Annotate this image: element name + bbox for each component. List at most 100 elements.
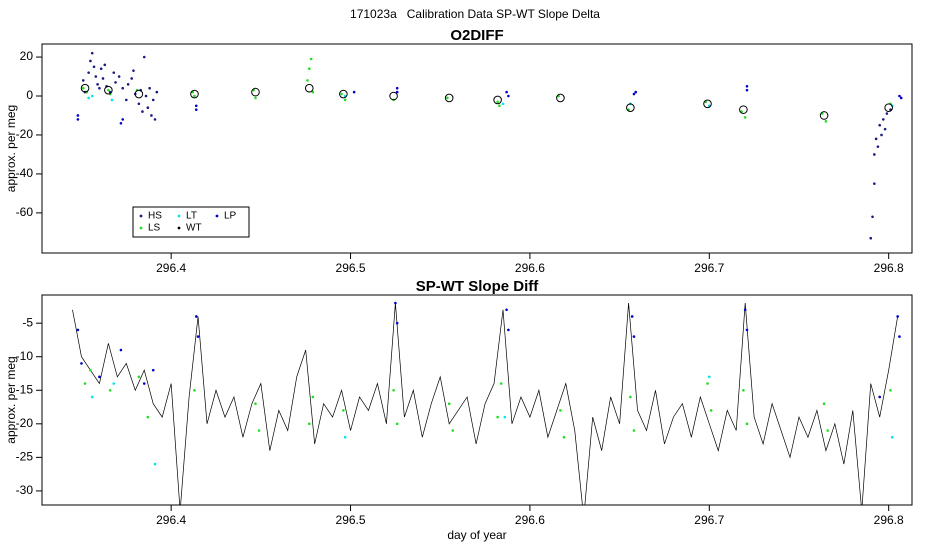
data-point xyxy=(869,236,873,240)
data-point xyxy=(311,90,315,94)
data-point xyxy=(83,382,87,385)
data-point xyxy=(307,422,311,426)
data-point xyxy=(110,98,114,102)
data-point xyxy=(150,114,153,117)
y-tick-label: -30 xyxy=(16,483,34,497)
data-point xyxy=(498,104,501,108)
data-point xyxy=(632,335,636,338)
data-point xyxy=(151,368,155,372)
data-point xyxy=(562,435,566,439)
data-point xyxy=(873,182,876,185)
legend-marker xyxy=(177,214,181,218)
data-point xyxy=(630,315,634,318)
data-point xyxy=(112,71,116,74)
data-point xyxy=(80,83,90,93)
y-axis-label: approx. per meg xyxy=(4,356,18,443)
data-point xyxy=(155,90,159,94)
legend-label: WT xyxy=(186,223,202,234)
legend-label: LP xyxy=(224,211,237,222)
data-point xyxy=(451,429,455,432)
data-point xyxy=(81,86,85,90)
data-point xyxy=(134,89,144,99)
data-point xyxy=(114,81,117,84)
x-tick-label: 296.4 xyxy=(156,513,186,527)
data-point xyxy=(121,86,125,90)
data-point xyxy=(343,435,347,439)
data-point xyxy=(87,96,90,100)
data-point xyxy=(193,388,196,392)
data-point xyxy=(632,429,636,432)
data-point xyxy=(507,94,510,98)
legend-box xyxy=(132,206,250,238)
data-point xyxy=(507,328,510,332)
legend-label: HS xyxy=(148,211,162,222)
data-point xyxy=(130,77,133,80)
y-tick-label: -5 xyxy=(22,315,33,329)
data-point xyxy=(889,388,892,392)
data-point xyxy=(121,118,125,121)
data-point xyxy=(703,99,712,109)
data-point xyxy=(153,462,157,466)
data-point xyxy=(745,88,749,92)
x-tick-label: 296.5 xyxy=(336,513,366,527)
data-point xyxy=(342,409,345,412)
data-point xyxy=(112,382,116,385)
data-point xyxy=(141,110,144,113)
data-point xyxy=(745,328,749,332)
legend-marker xyxy=(177,226,181,230)
plot-area xyxy=(76,51,903,240)
data-point xyxy=(824,120,828,123)
data-point xyxy=(446,96,449,100)
x-tick-label: 296.5 xyxy=(336,261,366,275)
data-point xyxy=(389,91,398,101)
data-point xyxy=(340,92,343,96)
y-tick-label: 0 xyxy=(26,88,33,102)
data-point xyxy=(885,112,889,115)
legend-marker xyxy=(215,214,219,218)
data-point xyxy=(496,100,499,104)
data-point xyxy=(898,94,901,98)
data-point xyxy=(132,69,135,72)
data-point xyxy=(899,96,903,100)
data-point xyxy=(144,94,148,98)
data-point xyxy=(103,63,107,67)
data-point xyxy=(148,86,151,90)
data-point xyxy=(822,402,826,405)
data-point xyxy=(496,415,499,419)
data-point xyxy=(89,59,92,63)
data-point xyxy=(254,402,257,405)
data-point xyxy=(153,118,157,121)
x-tick-label: 296.7 xyxy=(694,513,724,527)
data-point xyxy=(306,79,309,82)
y-tick-label: -25 xyxy=(16,450,34,464)
data-point xyxy=(107,88,110,92)
data-point xyxy=(343,98,347,102)
legend-label: LT xyxy=(186,211,197,222)
data-point xyxy=(90,395,94,399)
y-tick-label: -20 xyxy=(16,416,34,430)
data-point xyxy=(76,118,80,121)
data-point xyxy=(352,90,356,94)
data-point xyxy=(743,116,747,119)
y-tick-label: -40 xyxy=(16,166,34,180)
panel-title: O2DIFF xyxy=(450,27,503,44)
data-point xyxy=(743,308,747,312)
data-point xyxy=(898,335,901,338)
data-point xyxy=(896,315,899,318)
data-point xyxy=(394,301,397,305)
y-tick-label: -15 xyxy=(16,382,34,396)
data-point xyxy=(76,114,80,117)
data-point xyxy=(499,382,503,385)
data-point xyxy=(395,321,399,325)
data-point xyxy=(251,87,260,97)
data-point xyxy=(395,422,399,426)
page-title: 171023a Calibration Data SP-WT Slope Del… xyxy=(350,7,600,21)
y-tick-label: -60 xyxy=(16,205,34,219)
data-point xyxy=(311,395,315,399)
x-tick-label: 296.8 xyxy=(874,261,904,275)
data-point xyxy=(194,315,198,318)
data-point xyxy=(80,362,83,365)
data-point xyxy=(632,92,636,96)
data-point xyxy=(309,57,313,61)
